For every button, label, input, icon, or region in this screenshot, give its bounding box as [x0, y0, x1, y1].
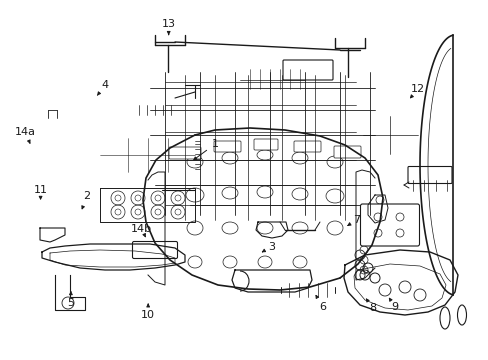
FancyBboxPatch shape: [283, 60, 332, 80]
Text: 14a: 14a: [15, 127, 36, 143]
Text: 4: 4: [97, 80, 108, 95]
Text: 1: 1: [193, 139, 218, 160]
FancyBboxPatch shape: [407, 166, 451, 184]
Text: 11: 11: [34, 185, 47, 199]
Text: 2: 2: [81, 191, 90, 209]
FancyBboxPatch shape: [293, 141, 320, 152]
Text: 6: 6: [315, 296, 325, 312]
FancyBboxPatch shape: [253, 139, 278, 150]
Text: 3: 3: [262, 242, 274, 252]
Text: 10: 10: [141, 304, 155, 320]
Text: 12: 12: [409, 84, 424, 98]
FancyBboxPatch shape: [169, 147, 201, 159]
Text: 13: 13: [162, 19, 175, 35]
Text: 7: 7: [347, 215, 360, 225]
FancyBboxPatch shape: [360, 204, 419, 246]
Text: 9: 9: [388, 298, 398, 312]
FancyBboxPatch shape: [214, 141, 241, 152]
FancyBboxPatch shape: [132, 242, 177, 258]
Text: 5: 5: [67, 292, 74, 308]
Text: 8: 8: [366, 299, 375, 313]
FancyBboxPatch shape: [333, 146, 360, 158]
Text: 14b: 14b: [131, 224, 152, 237]
